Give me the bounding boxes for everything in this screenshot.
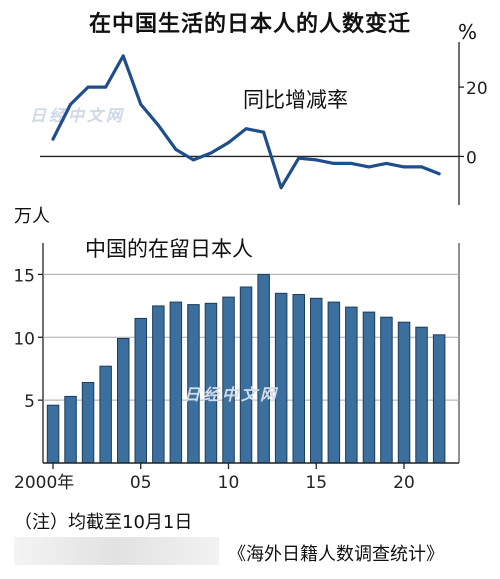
watermark-top: 日经中文网	[30, 106, 126, 125]
bar-y-tick-label: 5	[24, 392, 35, 412]
growth-rate-point	[384, 161, 388, 165]
rate-series-label: 同比增减率	[243, 88, 348, 112]
bar	[327, 301, 341, 464]
residents-bar-chart: 15 10 5 2000年 05 10 15 20	[13, 243, 460, 493]
bar	[274, 292, 288, 464]
bar	[257, 273, 270, 464]
bar	[81, 382, 95, 464]
growth-rate-point	[174, 148, 178, 152]
bar	[362, 311, 376, 464]
growth-rate-line-chart: 20 0	[40, 42, 488, 205]
bar	[99, 365, 112, 464]
growth-rate-point	[402, 165, 406, 169]
bar-x-tick-label: 05	[130, 473, 152, 493]
growth-rate-point	[69, 102, 73, 106]
bar-x-tick-label: 15	[305, 473, 327, 493]
growth-rate-point	[244, 127, 248, 131]
bar	[292, 294, 305, 464]
growth-rate-point	[297, 156, 301, 160]
growth-rate-point	[209, 151, 213, 155]
bar	[239, 286, 253, 464]
bar	[64, 395, 77, 464]
bar-x-tick-label: 2000年	[14, 473, 74, 493]
growth-rate-point	[104, 85, 108, 89]
rate-unit-label: %	[458, 20, 478, 44]
watermark-bottom: 日经中文网	[184, 385, 280, 404]
rate-y-tick-label: 20	[466, 79, 488, 99]
growth-rate-point	[262, 130, 266, 134]
growth-rate-point	[51, 137, 55, 141]
bar	[397, 321, 411, 464]
growth-rate-point	[314, 158, 318, 162]
growth-rate-point	[367, 165, 371, 169]
footnote: （注）均截至10月1日	[14, 512, 193, 533]
bar	[432, 334, 446, 464]
growth-rate-point	[156, 123, 160, 127]
growth-rate-point	[332, 161, 336, 165]
growth-rate-point	[139, 102, 143, 106]
bar	[415, 326, 428, 464]
bar-x-tick-label: 10	[218, 473, 240, 493]
bar	[152, 305, 165, 464]
growth-rate-point	[349, 161, 353, 165]
growth-rate-point	[86, 85, 90, 89]
bar	[380, 316, 393, 464]
growth-rate-point	[279, 186, 283, 190]
bar	[310, 297, 323, 464]
chart-title: 在中国生活的日本人的人数变迁	[88, 12, 411, 37]
bar-y-tick-label: 15	[13, 266, 35, 286]
bar	[169, 301, 183, 464]
growth-rate-point	[121, 54, 125, 58]
bar-x-tick-label: 20	[393, 473, 415, 493]
growth-rate-point	[420, 165, 424, 169]
bar-series-label: 中国的在留日本人	[85, 237, 253, 261]
bar-unit-label: 万人	[14, 206, 50, 227]
growth-rate-point	[191, 158, 195, 162]
growth-rate-point	[437, 172, 441, 176]
rate-y-tick-label: 0	[466, 148, 477, 168]
blurred-text-region	[14, 537, 219, 565]
growth-rate-point	[227, 141, 230, 145]
source-note: 《海外日籍人数调查统计》	[228, 544, 444, 565]
bar-y-tick-label: 10	[13, 329, 35, 349]
bar	[46, 404, 60, 464]
bar	[134, 317, 147, 464]
bar	[117, 338, 130, 464]
bar	[345, 306, 358, 464]
